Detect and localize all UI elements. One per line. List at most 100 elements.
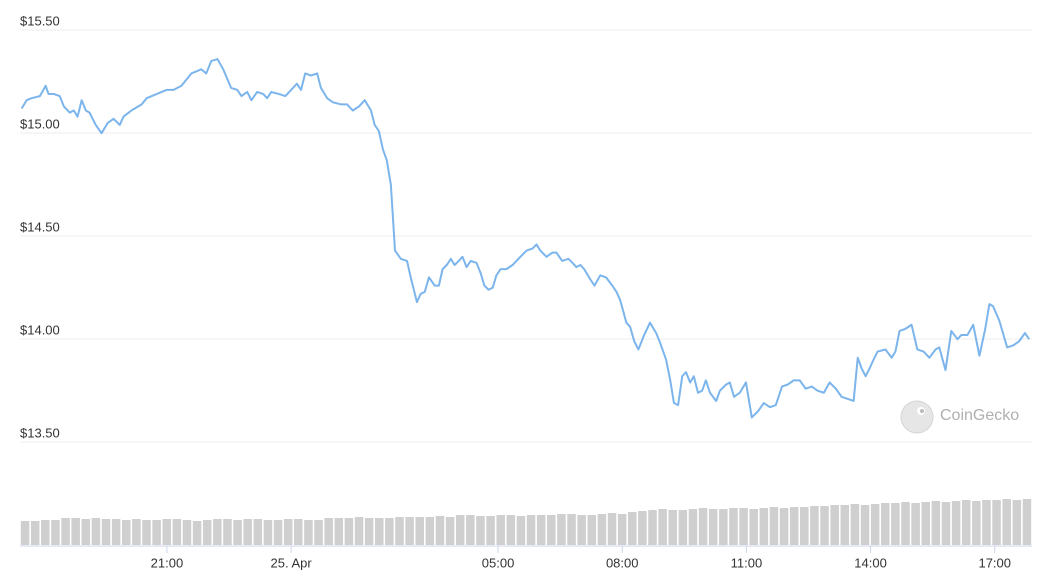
volume-bar bbox=[800, 507, 809, 545]
y-tick-label: $15.50 bbox=[20, 13, 60, 28]
x-tick-label: 21:00 bbox=[151, 555, 184, 570]
x-tick-label: 11:00 bbox=[731, 555, 763, 570]
volume-bar bbox=[516, 516, 526, 545]
volume-bar bbox=[61, 518, 70, 545]
y-tick-label: $14.00 bbox=[20, 322, 60, 337]
volume-bar bbox=[354, 517, 364, 545]
volume-bar bbox=[324, 518, 333, 545]
volume-bar bbox=[253, 519, 263, 545]
volume-bar bbox=[678, 510, 688, 545]
volume-bar bbox=[51, 520, 60, 545]
volume-bar bbox=[1022, 499, 1032, 545]
volume-bar bbox=[648, 510, 657, 545]
volume-bar bbox=[111, 519, 121, 545]
volume-bar bbox=[536, 515, 546, 545]
volume-bar bbox=[840, 505, 850, 545]
volume-bar bbox=[820, 506, 829, 545]
volume-bar bbox=[334, 518, 344, 545]
x-tick-label: 08:00 bbox=[606, 555, 639, 570]
volume-bar bbox=[122, 520, 131, 545]
volume-bar bbox=[607, 513, 617, 545]
watermark: CoinGecko bbox=[940, 407, 1019, 424]
volume-bar bbox=[101, 519, 111, 545]
volume-bar bbox=[71, 518, 80, 545]
volume-bar bbox=[1002, 499, 1011, 545]
volume-bar bbox=[152, 520, 161, 545]
price-line bbox=[20, 58, 1030, 419]
volume-bar bbox=[192, 521, 202, 545]
volume-bar bbox=[779, 508, 789, 545]
volume-bar bbox=[435, 516, 445, 545]
volume-bar bbox=[395, 517, 404, 545]
volume-bar bbox=[425, 517, 435, 545]
volume-bar bbox=[496, 515, 505, 545]
volume-bar bbox=[638, 511, 647, 545]
volume-bar bbox=[142, 520, 151, 545]
volume-bar bbox=[223, 519, 232, 545]
x-tick-label: 14:00 bbox=[854, 555, 887, 570]
volume-bar bbox=[810, 506, 819, 545]
volume-bar bbox=[364, 518, 374, 545]
volume-bar bbox=[881, 503, 890, 545]
volume-bar bbox=[769, 507, 779, 545]
volume-bar bbox=[708, 509, 718, 545]
volume-bar bbox=[941, 502, 951, 545]
volume-bar bbox=[587, 515, 597, 545]
volume-bar bbox=[385, 518, 394, 545]
volume-bar bbox=[628, 512, 637, 545]
volume-bar bbox=[294, 519, 303, 545]
volume-bar bbox=[597, 514, 607, 545]
volume-bar bbox=[567, 514, 576, 545]
volume-bar bbox=[182, 520, 192, 545]
volume-bar bbox=[759, 508, 769, 545]
volume-bar bbox=[547, 515, 556, 545]
volume-bar bbox=[506, 515, 516, 545]
volume-bar bbox=[41, 520, 50, 545]
volume-bar bbox=[729, 508, 738, 545]
volume-bar bbox=[375, 518, 384, 545]
volume-bar bbox=[789, 507, 799, 545]
volume-bar bbox=[688, 509, 698, 545]
volume-bar bbox=[992, 500, 1001, 545]
volume-bar bbox=[476, 516, 485, 545]
volume-bar bbox=[557, 514, 566, 545]
volume-bar bbox=[405, 517, 414, 545]
volume-bar bbox=[617, 514, 627, 545]
volume-bar bbox=[860, 505, 870, 545]
plot: $13.50 $14.00 $14.50 $15.00 $15.50 21:00 25. A… bbox=[20, 13, 1032, 570]
volume-bar bbox=[344, 518, 354, 545]
volume-bar bbox=[577, 515, 586, 545]
volume-bar bbox=[202, 520, 212, 545]
volume-bar bbox=[263, 520, 273, 545]
volume-bar bbox=[314, 520, 323, 545]
volume-bar bbox=[668, 510, 677, 545]
volume-bar bbox=[273, 520, 283, 545]
volume-bar bbox=[698, 508, 708, 545]
volume-bar bbox=[850, 504, 860, 545]
x-tick-label: 17:00 bbox=[978, 555, 1011, 570]
volume-bar bbox=[719, 509, 728, 545]
volume-bar bbox=[870, 504, 880, 545]
volume-bar bbox=[213, 519, 222, 545]
volume-bar bbox=[951, 501, 961, 545]
volume-bar bbox=[466, 515, 475, 545]
volume-bar bbox=[233, 520, 242, 545]
volume-bar bbox=[901, 502, 910, 545]
volume-bar bbox=[921, 502, 930, 545]
volume-bar bbox=[304, 520, 313, 545]
volume-bar bbox=[455, 515, 465, 545]
volume-bar bbox=[445, 517, 455, 545]
volume-bar bbox=[982, 500, 991, 545]
volume-bar bbox=[1012, 500, 1022, 545]
volume-bar bbox=[30, 521, 40, 545]
volume-bar bbox=[749, 509, 758, 545]
y-tick-label: $15.00 bbox=[20, 116, 60, 131]
y-tick-label: $13.50 bbox=[20, 425, 60, 440]
x-tick-label: 25. Apr bbox=[271, 555, 313, 570]
volume-bar bbox=[132, 519, 141, 545]
volume-bar bbox=[931, 501, 941, 545]
volume-bar bbox=[172, 519, 182, 545]
volume-bar bbox=[658, 509, 667, 545]
volume-bar bbox=[891, 503, 900, 545]
